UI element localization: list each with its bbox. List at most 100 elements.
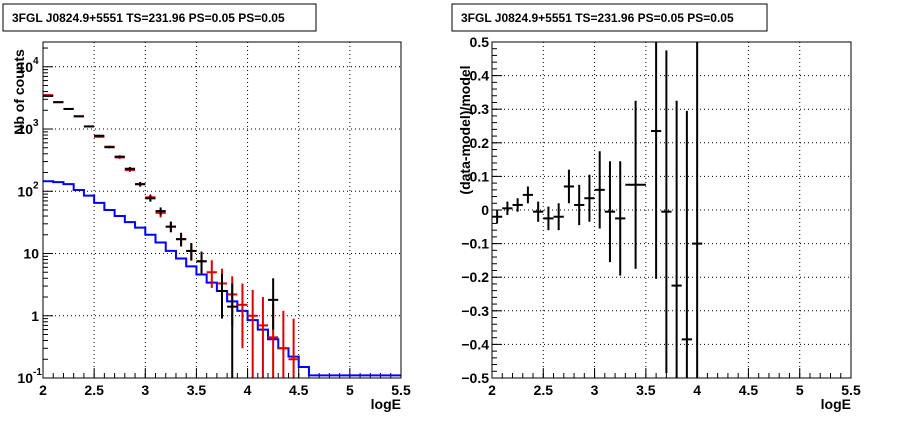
residual-y-tick-label: −0.2 (461, 269, 489, 285)
data-point (104, 146, 115, 149)
counts-y-tick-label: 1 (31, 308, 39, 324)
residual-y-tick-label: 0.5 (470, 34, 490, 50)
residual-x-tick-label: 2 (488, 382, 496, 398)
counts-y-tick-exponent: 2 (33, 180, 39, 191)
counts-x-tick-label: 3.5 (187, 382, 207, 398)
residual-point (574, 184, 585, 226)
residual-x-tick-label: 5.5 (841, 382, 861, 398)
counts-x-tick-label: 5 (346, 382, 354, 398)
residual-y-axis-label: (data-model)/model (457, 65, 473, 194)
model-step-line (43, 180, 401, 377)
counts-y-tick-label: 10 (17, 370, 33, 386)
data-point (216, 273, 228, 319)
right-title: 3FGL J0824.9+5551 TS=231.96 PS=0.05 PS=0… (461, 11, 734, 25)
data-point (63, 107, 74, 110)
residual-point (661, 50, 672, 373)
data-point (94, 134, 105, 137)
counts-y-tick-label: 10 (17, 59, 33, 75)
residual-point (502, 201, 513, 216)
residual-grid (492, 42, 851, 378)
data-point (268, 278, 279, 330)
counts-y-tick-label: 10 (17, 183, 33, 199)
residual-x-tick-label: 3 (591, 382, 599, 398)
residual-x-tick-label: 5 (796, 382, 804, 398)
data-point (186, 243, 197, 261)
left-title: 3FGL J0824.9+5551 TS=231.96 PS=0.05 PS=0… (12, 11, 285, 25)
residual-point (533, 201, 544, 222)
data-point (175, 232, 187, 247)
model-sum-point (288, 318, 299, 378)
residual-y-tick-label: −0.1 (461, 236, 489, 252)
residual-y-tick-label: 0.3 (470, 101, 490, 117)
residual-point (492, 210, 503, 224)
residual-point (604, 161, 616, 263)
data-point (124, 167, 136, 171)
residual-point (692, 42, 703, 378)
counts-x-axis-label: logE (371, 396, 401, 412)
model-sum-point (206, 260, 217, 288)
residual-point (553, 203, 564, 231)
model-sum-point (237, 283, 248, 349)
counts-x-tick-label: 3 (141, 382, 149, 398)
counts-grid (43, 42, 401, 378)
counts-y-axis-label: Nb of counts (11, 49, 27, 135)
residual-ticks: 2 2.5 3 3.5 4 4.5 5 5.5 −0.5 −0.4 −0.3 −0.2 −0.1 0 0.1… (461, 34, 861, 398)
data-point (165, 221, 176, 233)
residual-y-tick-label: −0.4 (461, 336, 489, 352)
residual-x-tick-label: 3.5 (636, 382, 656, 398)
residual-y-tick-label: −0.5 (461, 370, 489, 386)
residual-point (522, 186, 534, 204)
residual-point (512, 198, 523, 212)
residual-y-tick-label: 0.2 (470, 135, 490, 151)
counts-x-tick-label: 2.5 (84, 382, 104, 398)
data-point (73, 115, 84, 118)
residual-x-axis-label: logE (821, 396, 851, 412)
left-title-box: 3FGL J0824.9+5551 TS=231.96 PS=0.05 PS=0… (2, 3, 317, 32)
data-point (196, 251, 207, 274)
data-point (43, 94, 54, 97)
counts-y-tick-label: 10 (17, 121, 33, 137)
residual-point (543, 206, 554, 231)
data-point (145, 195, 156, 202)
counts-marks (43, 94, 401, 378)
data-point (83, 125, 95, 128)
residual-y-tick-label: 0.1 (470, 168, 490, 184)
residual-x-tick-label: 2.5 (534, 382, 554, 398)
counts-y-tick-label: 10 (23, 246, 39, 262)
residual-x-tick-label: 4.5 (739, 382, 759, 398)
residual-point (615, 161, 626, 276)
residual-point (671, 100, 682, 378)
counts-x-tick-label: 5.5 (391, 382, 411, 398)
residual-point (563, 169, 575, 204)
data-point (53, 101, 64, 104)
residual-point (625, 100, 646, 269)
data-point (227, 283, 238, 378)
data-point (155, 207, 166, 216)
counts-plot-frame (42, 41, 402, 379)
left-title-frame (2, 3, 317, 32)
residual-y-tick-label: 0.4 (470, 68, 490, 84)
counts-y-tick-exponent: -1 (33, 367, 42, 378)
residual-point (681, 110, 693, 378)
residual-point (584, 174, 595, 222)
residual-chart: 2 2.5 3 3.5 4 4.5 5 5.5 −0.5 −0.4 −0.3 −0.2 −0.1 0 0.1… (457, 34, 861, 412)
counts-y-tick-exponent: 3 (33, 118, 39, 129)
right-title-box: 3FGL J0824.9+5551 TS=231.96 PS=0.05 PS=0… (451, 3, 768, 32)
residual-x-tick-label: 4 (693, 382, 701, 398)
residual-point (650, 42, 662, 279)
counts-x-tick-label: 4 (244, 382, 252, 398)
residual-marks (492, 42, 703, 378)
data-point (114, 155, 125, 159)
model-sum-point (257, 297, 269, 378)
counts-x-tick-label: 2 (39, 382, 47, 398)
model-sum-point (247, 289, 258, 378)
data-point (135, 181, 146, 187)
counts-x-tick-label: 4.5 (289, 382, 309, 398)
residual-point (594, 151, 605, 229)
residual-y-tick-label: −0.3 (461, 303, 489, 319)
right-title-frame (451, 3, 768, 32)
residual-plot-frame (491, 41, 852, 379)
